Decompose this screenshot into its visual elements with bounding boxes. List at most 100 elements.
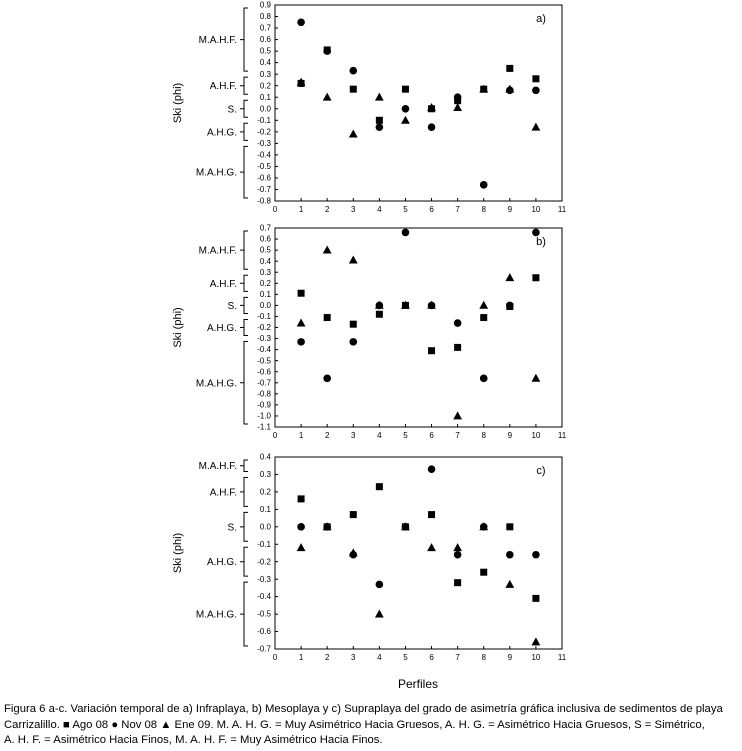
x-tick-label: 5: [403, 653, 408, 662]
marker-ene-09: [505, 579, 515, 588]
y-tick-label: -0.6: [257, 174, 271, 183]
marker-ago-08: [454, 343, 462, 351]
marker-nov-08: [479, 374, 488, 383]
x-tick-label: 0: [273, 653, 278, 662]
y-tick-label: -0.6: [257, 367, 271, 376]
marker-ago-08: [480, 568, 488, 576]
y-tick-label: 0.8: [260, 12, 272, 21]
y-tick-label: -1.0: [257, 412, 271, 421]
y-tick-label: -0.1: [257, 540, 271, 549]
class-bracket: [240, 341, 248, 425]
y-tick-label: -0.7: [257, 378, 271, 387]
x-tick-label: 6: [429, 431, 434, 440]
x-tick-label: 8: [482, 205, 487, 214]
marker-nov-08: [427, 465, 436, 474]
y-tick-label: 0.1: [260, 93, 272, 102]
marker-nov-08: [401, 228, 410, 237]
y-tick-label: -0.2: [257, 127, 271, 136]
y-tick-label: 0.1: [260, 505, 272, 514]
legend-nov-label: Nov 08: [121, 718, 158, 731]
marker-ene-09: [374, 92, 384, 101]
marker-ago-08: [428, 511, 436, 519]
class-label: M.A.H.F.: [199, 35, 237, 46]
caption-line-2-prefix: Carrizalillo.: [4, 718, 60, 731]
y-tick-label: -0.2: [257, 557, 271, 566]
y-tick-label: 0.4: [260, 453, 272, 462]
y-tick-label: 0.1: [260, 290, 272, 299]
class-bracket: [240, 546, 248, 577]
y-axis-label: Ski (phi): [172, 307, 184, 347]
panel-label: a): [536, 13, 546, 25]
caption-line-3: A. H. F. = Asimétrico Hacia Finos, M. A.…: [4, 734, 383, 746]
panel-label: b): [536, 236, 546, 248]
y-tick-label: 0.3: [260, 70, 272, 79]
marker-nov-08: [453, 93, 462, 102]
x-tick-label: 0: [273, 205, 278, 214]
y-tick-label: -0.6: [257, 627, 271, 636]
panel-label: c): [536, 465, 545, 477]
class-bracket: [240, 230, 248, 270]
caption-line-1: Figura 6 a-c. Variación temporal de a) I…: [4, 703, 723, 715]
class-bracket: [240, 581, 248, 647]
class-bracket: [240, 145, 248, 199]
x-tick-label: 9: [508, 205, 513, 214]
marker-nov-08: [297, 18, 305, 27]
y-tick-label: 0.4: [260, 257, 272, 266]
y-tick-label: -0.8: [257, 197, 271, 206]
x-tick-label: 5: [403, 205, 408, 214]
x-tick-label: 1: [299, 431, 304, 440]
marker-ago-08: [349, 320, 357, 328]
y-tick-label: -0.8: [257, 389, 271, 398]
x-tick-label: 4: [377, 431, 382, 440]
marker-ene-09: [505, 273, 515, 282]
x-tick-label: 8: [482, 653, 487, 662]
class-label: A.H.G.: [207, 557, 237, 568]
x-tick-label: 1: [299, 205, 304, 214]
marker-ago-08: [375, 483, 383, 491]
marker-nov-08: [479, 181, 488, 189]
marker-ene-09: [453, 543, 463, 552]
y-tick-label: 0.9: [260, 1, 272, 10]
marker-ago-08: [297, 289, 305, 297]
marker-nov-08: [323, 374, 331, 383]
y-tick-label: -0.7: [257, 645, 271, 654]
marker-nov-08: [532, 550, 540, 559]
x-tick-label: 2: [325, 205, 330, 214]
class-label: A.H.F.: [210, 279, 237, 290]
marker-ene-09: [348, 129, 358, 138]
marker-nov-08: [453, 319, 462, 327]
marker-nov-08: [323, 47, 331, 55]
marker-nov-08: [506, 550, 514, 559]
class-label: A.H.F.: [210, 81, 237, 92]
class-bracket: [240, 511, 248, 542]
marker-ago-08: [506, 523, 514, 531]
y-tick-label: -0.4: [257, 592, 271, 601]
y-tick-label: -1.1: [257, 423, 271, 432]
marker-ene-09: [401, 522, 410, 531]
marker-nov-08: [506, 301, 514, 310]
x-tick-label: 7: [455, 653, 460, 662]
class-label: M.A.H.G.: [196, 610, 237, 621]
class-label: S.: [228, 522, 237, 533]
y-tick-label: 0.3: [260, 470, 272, 479]
y-tick-label: -0.3: [257, 139, 271, 148]
marker-ago-08: [454, 579, 462, 587]
legend-circle-icon: ●: [111, 718, 119, 731]
x-tick-label: 2: [325, 653, 330, 662]
marker-ene-09: [427, 103, 436, 112]
marker-ene-09: [453, 411, 463, 420]
class-label: M.A.H.G.: [196, 378, 237, 389]
x-tick-label: 4: [377, 653, 382, 662]
marker-ene-09: [374, 609, 384, 618]
marker-ene-09: [296, 77, 306, 86]
x-tick-label: 11: [558, 653, 567, 662]
plot-frame: [274, 227, 563, 428]
x-tick-label: 11: [558, 431, 567, 440]
marker-ene-09: [453, 103, 463, 112]
marker-ago-08: [506, 64, 514, 72]
y-tick-label: 0.6: [260, 235, 272, 244]
x-tick-label: 9: [508, 431, 513, 440]
panel-a: 0.9 0.8 0.7 0.6 0.5 0.4 0.3 0.2 0.1 0.0 -0.1 -0.2 -0…: [172, 1, 567, 214]
y-tick-label: -0.1: [257, 116, 271, 125]
marker-ene-09: [348, 548, 358, 557]
